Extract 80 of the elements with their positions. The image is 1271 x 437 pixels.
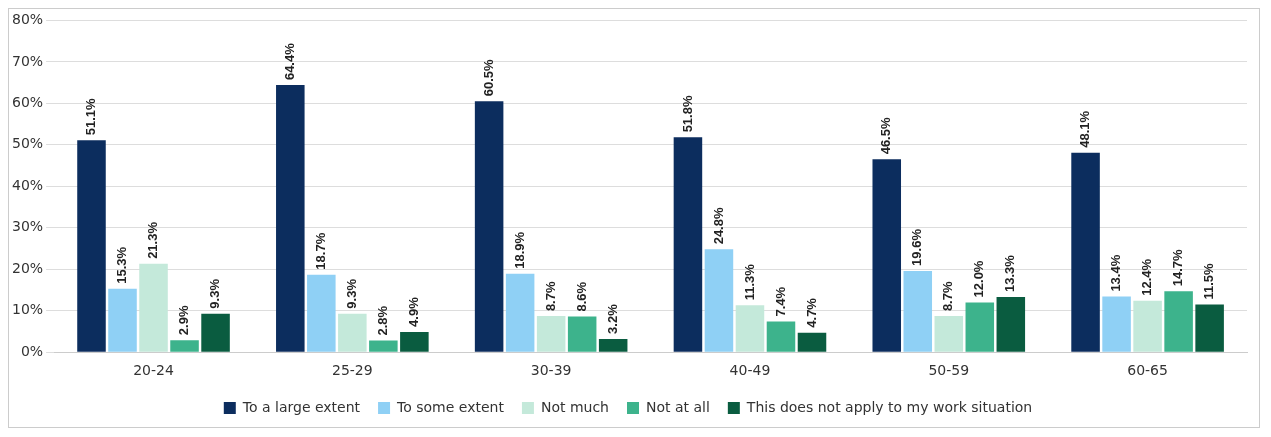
data-label: 11.5% bbox=[1201, 262, 1217, 300]
bar bbox=[338, 313, 367, 352]
bar bbox=[474, 101, 504, 352]
x-tick-label: 60-65 bbox=[1127, 362, 1168, 379]
bar bbox=[201, 313, 230, 352]
data-label: 9.3% bbox=[207, 278, 223, 309]
y-tick-label: 60% bbox=[11, 93, 44, 110]
bar bbox=[567, 316, 597, 352]
data-label: 51.8% bbox=[679, 95, 695, 133]
y-tick-label: 40% bbox=[11, 176, 44, 193]
data-label: 8.6% bbox=[573, 281, 589, 312]
bar bbox=[276, 85, 305, 352]
data-label: 64.4% bbox=[281, 42, 297, 81]
data-label: 19.6% bbox=[909, 228, 925, 266]
bar bbox=[1195, 304, 1224, 352]
x-tick-label: 30-39 bbox=[530, 362, 572, 379]
data-label: 60.5% bbox=[480, 58, 496, 97]
x-tick-label: 20-24 bbox=[133, 362, 174, 379]
x-tick-label: 25-29 bbox=[331, 362, 373, 379]
bar bbox=[735, 305, 765, 352]
bar bbox=[369, 340, 398, 352]
bar bbox=[934, 316, 964, 352]
bar bbox=[903, 270, 933, 352]
x-tick-label: 40-49 bbox=[729, 362, 771, 379]
legend-label: Not much bbox=[540, 398, 609, 415]
bar bbox=[170, 340, 199, 352]
bar bbox=[996, 297, 1026, 352]
legend-label: This does not apply to my work situation bbox=[745, 398, 1033, 415]
bar bbox=[400, 331, 429, 352]
data-label: 2.8% bbox=[374, 305, 390, 336]
data-label: 9.3% bbox=[343, 278, 359, 309]
data-label: 15.3% bbox=[114, 246, 130, 284]
bar bbox=[673, 137, 703, 352]
legend-label: To a large extent bbox=[241, 398, 361, 415]
data-label: 8.7% bbox=[940, 281, 956, 312]
legend-label: Not at all bbox=[645, 398, 710, 415]
legend-label: To some extent bbox=[396, 398, 505, 415]
data-label: 8.7% bbox=[542, 281, 558, 312]
bar bbox=[536, 316, 566, 352]
y-tick-label: 20% bbox=[11, 259, 44, 276]
bar bbox=[1071, 152, 1100, 352]
bar bbox=[1133, 300, 1162, 352]
bar bbox=[797, 332, 827, 352]
y-tick-label: 30% bbox=[11, 218, 44, 235]
y-tick-label: 80% bbox=[11, 11, 44, 28]
data-label: 18.9% bbox=[511, 231, 527, 269]
x-tick-label: 50-59 bbox=[928, 362, 970, 379]
data-label: 11.3% bbox=[741, 263, 757, 301]
bar bbox=[139, 263, 168, 352]
bar bbox=[965, 302, 995, 352]
bar bbox=[1102, 296, 1131, 352]
data-label: 3.2% bbox=[604, 303, 620, 334]
data-label: 4.7% bbox=[803, 297, 819, 328]
bar bbox=[598, 338, 628, 352]
data-label: 13.3% bbox=[1002, 254, 1018, 293]
bar bbox=[77, 140, 106, 352]
bar bbox=[108, 288, 137, 352]
bar bbox=[766, 321, 796, 352]
bar bbox=[872, 159, 902, 352]
bar bbox=[307, 274, 336, 352]
data-label: 14.7% bbox=[1170, 248, 1186, 287]
data-label: 12.0% bbox=[971, 260, 987, 298]
data-label: 12.4% bbox=[1139, 258, 1155, 296]
data-label: 51.1% bbox=[83, 97, 99, 136]
data-label: 48.1% bbox=[1077, 110, 1093, 148]
y-tick-label: 10% bbox=[11, 301, 44, 318]
bar bbox=[704, 249, 734, 352]
data-label: 7.4% bbox=[772, 286, 788, 317]
bar bbox=[505, 273, 535, 352]
data-label: 21.3% bbox=[145, 221, 161, 259]
data-label: 13.4% bbox=[1108, 254, 1124, 292]
data-label: 2.9% bbox=[176, 305, 192, 336]
y-tick-label: 50% bbox=[11, 135, 44, 152]
data-label: 4.9% bbox=[405, 296, 421, 327]
data-label: 46.5% bbox=[878, 117, 894, 155]
y-tick-label: 70% bbox=[11, 52, 44, 69]
bar bbox=[1164, 291, 1193, 352]
y-tick-label: 0% bbox=[20, 342, 44, 359]
data-label: 24.8% bbox=[710, 207, 726, 245]
data-label: 18.7% bbox=[312, 232, 328, 270]
